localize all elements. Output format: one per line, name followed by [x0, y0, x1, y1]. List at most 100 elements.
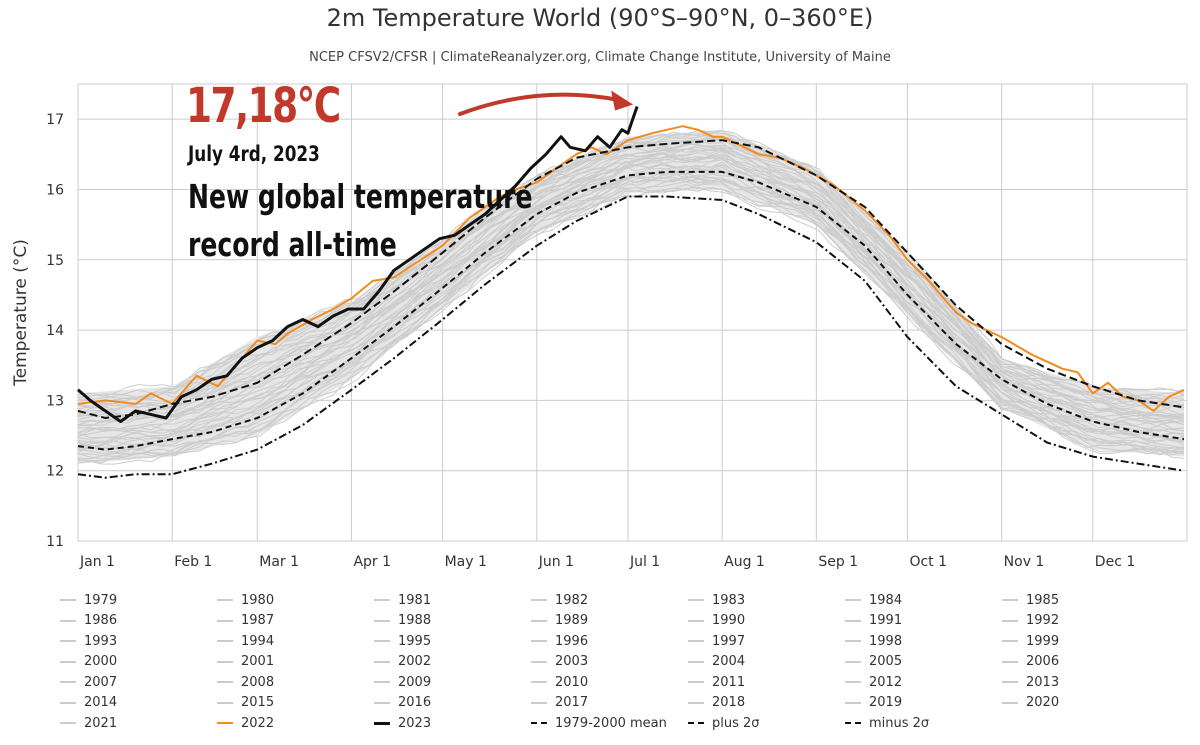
y-tick-label: 12 [46, 464, 64, 480]
legend-item[interactable]: 2017 [531, 693, 588, 713]
legend-item[interactable]: 1993 [60, 631, 117, 651]
legend-label: 1993 [84, 633, 118, 649]
legend-label: 1999 [1026, 633, 1060, 649]
legend-label: 2011 [712, 674, 746, 690]
legend-label: 1988 [398, 613, 432, 628]
legend-item[interactable]: 1979 [60, 590, 117, 610]
legend-label: 1996 [555, 633, 589, 649]
legend-label: minus 2σ [869, 715, 930, 731]
legend-label: 2015 [241, 695, 275, 710]
legend-swatch [217, 722, 233, 724]
legend-swatch [1002, 619, 1018, 622]
legend-swatch [531, 599, 547, 601]
legend-item[interactable]: 1992 [1002, 611, 1059, 631]
callout-arrow [458, 90, 634, 116]
legend-label: 2013 [1026, 674, 1060, 690]
legend-item[interactable]: 2009 [374, 672, 431, 692]
background-years-envelope [78, 129, 1184, 464]
x-tick-label: Jul 1 [629, 554, 660, 570]
legend-item[interactable]: 2022 [217, 713, 274, 733]
legend-item[interactable]: 1999 [1002, 631, 1059, 651]
legend-swatch [845, 681, 861, 683]
legend-swatch [688, 599, 704, 601]
legend-label: 2008 [241, 674, 275, 690]
x-tick-label: Aug 1 [724, 554, 765, 570]
legend-item[interactable]: 1998 [845, 631, 902, 651]
series-line-2010 [77, 141, 1185, 416]
legend-item[interactable]: 2020 [1002, 693, 1059, 713]
legend-swatch [845, 640, 861, 642]
x-tick-label: May 1 [445, 554, 487, 570]
legend-item[interactable]: 1997 [688, 631, 745, 651]
legend-item[interactable]: 2004 [688, 652, 745, 672]
legend-swatch [845, 619, 861, 622]
legend-item[interactable]: 2000 [60, 652, 117, 672]
legend-item[interactable]: 1982 [531, 590, 588, 610]
legend-item[interactable]: 1996 [531, 631, 588, 651]
legend-item[interactable]: 2023 [374, 713, 431, 733]
y-axis-label: Temperature (°C) [11, 239, 31, 387]
legend-item[interactable]: 1994 [217, 631, 274, 651]
series-line-2002 [77, 152, 1185, 427]
legend-item[interactable]: 2015 [217, 693, 274, 713]
legend-item[interactable]: 2012 [845, 672, 902, 692]
legend-item[interactable]: 2007 [60, 672, 117, 692]
legend-item[interactable]: 1980 [217, 590, 274, 610]
legend-item[interactable]: 2018 [688, 693, 745, 713]
y-tick-label: 14 [46, 323, 64, 339]
legend-swatch [374, 640, 390, 642]
legend-label: 2001 [241, 654, 275, 669]
legend-item[interactable]: 2005 [845, 652, 902, 672]
legend-item[interactable]: 1981 [374, 590, 431, 610]
legend-item[interactable]: 1985 [1002, 590, 1059, 610]
legend-item[interactable]: 1983 [688, 590, 745, 610]
legend-item[interactable]: 2016 [374, 693, 431, 713]
legend-item[interactable]: 2008 [217, 672, 274, 692]
series-line-1990 [77, 172, 1185, 448]
legend-item[interactable]: 2014 [60, 693, 117, 713]
x-tick-label: Dec 1 [1095, 554, 1135, 570]
legend-label: 2000 [84, 654, 118, 669]
legend-swatch [531, 722, 547, 724]
series-line-1979-2000-mean [77, 170, 1185, 451]
legend-item[interactable]: minus 2σ [845, 713, 929, 733]
legend-item[interactable]: 2001 [217, 652, 274, 672]
legend-item[interactable]: 1989 [531, 611, 588, 631]
legend-item[interactable]: 1984 [845, 590, 902, 610]
legend-item[interactable]: 2013 [1002, 672, 1059, 692]
legend-item[interactable]: 2006 [1002, 652, 1059, 672]
legend-swatch [60, 722, 76, 724]
legend-item[interactable]: 1979-2000 mean [531, 713, 667, 733]
legend-swatch [217, 619, 233, 622]
legend-item[interactable]: 2021 [60, 713, 117, 733]
legend-swatch [1002, 640, 1018, 642]
legend-swatch [374, 681, 390, 683]
legend-swatch [531, 681, 547, 683]
legend-label: 2005 [869, 654, 903, 669]
x-tick-label: Jan 1 [79, 554, 115, 570]
legend-label: plus 2σ [712, 715, 760, 731]
legend-item[interactable]: 1987 [217, 611, 274, 631]
legend-item[interactable]: 1986 [60, 611, 117, 631]
legend-label: 1986 [84, 613, 118, 628]
y-tick-label: 17 [46, 112, 64, 128]
legend-label: 1992 [1026, 613, 1060, 628]
legend-item[interactable]: 2010 [531, 672, 588, 692]
legend-item[interactable]: 2011 [688, 672, 745, 692]
series-line-1993 [77, 164, 1185, 441]
legend-item[interactable]: 2003 [531, 652, 588, 672]
legend-item[interactable]: 2002 [374, 652, 431, 672]
legend-item[interactable]: 2019 [845, 693, 902, 713]
legend-item[interactable]: plus 2σ [688, 713, 760, 733]
legend-item[interactable]: 1988 [374, 611, 431, 631]
legend-swatch [60, 681, 76, 683]
series-line-1985 [77, 178, 1185, 451]
legend-item[interactable]: 1991 [845, 611, 902, 631]
legend-label: 2012 [869, 674, 903, 690]
legend-swatch [845, 722, 861, 724]
legend-swatch [845, 599, 861, 601]
legend-label: 1995 [398, 633, 432, 649]
legend-item[interactable]: 1995 [374, 631, 431, 651]
legend-swatch [531, 619, 547, 622]
legend-item[interactable]: 1990 [688, 611, 745, 631]
